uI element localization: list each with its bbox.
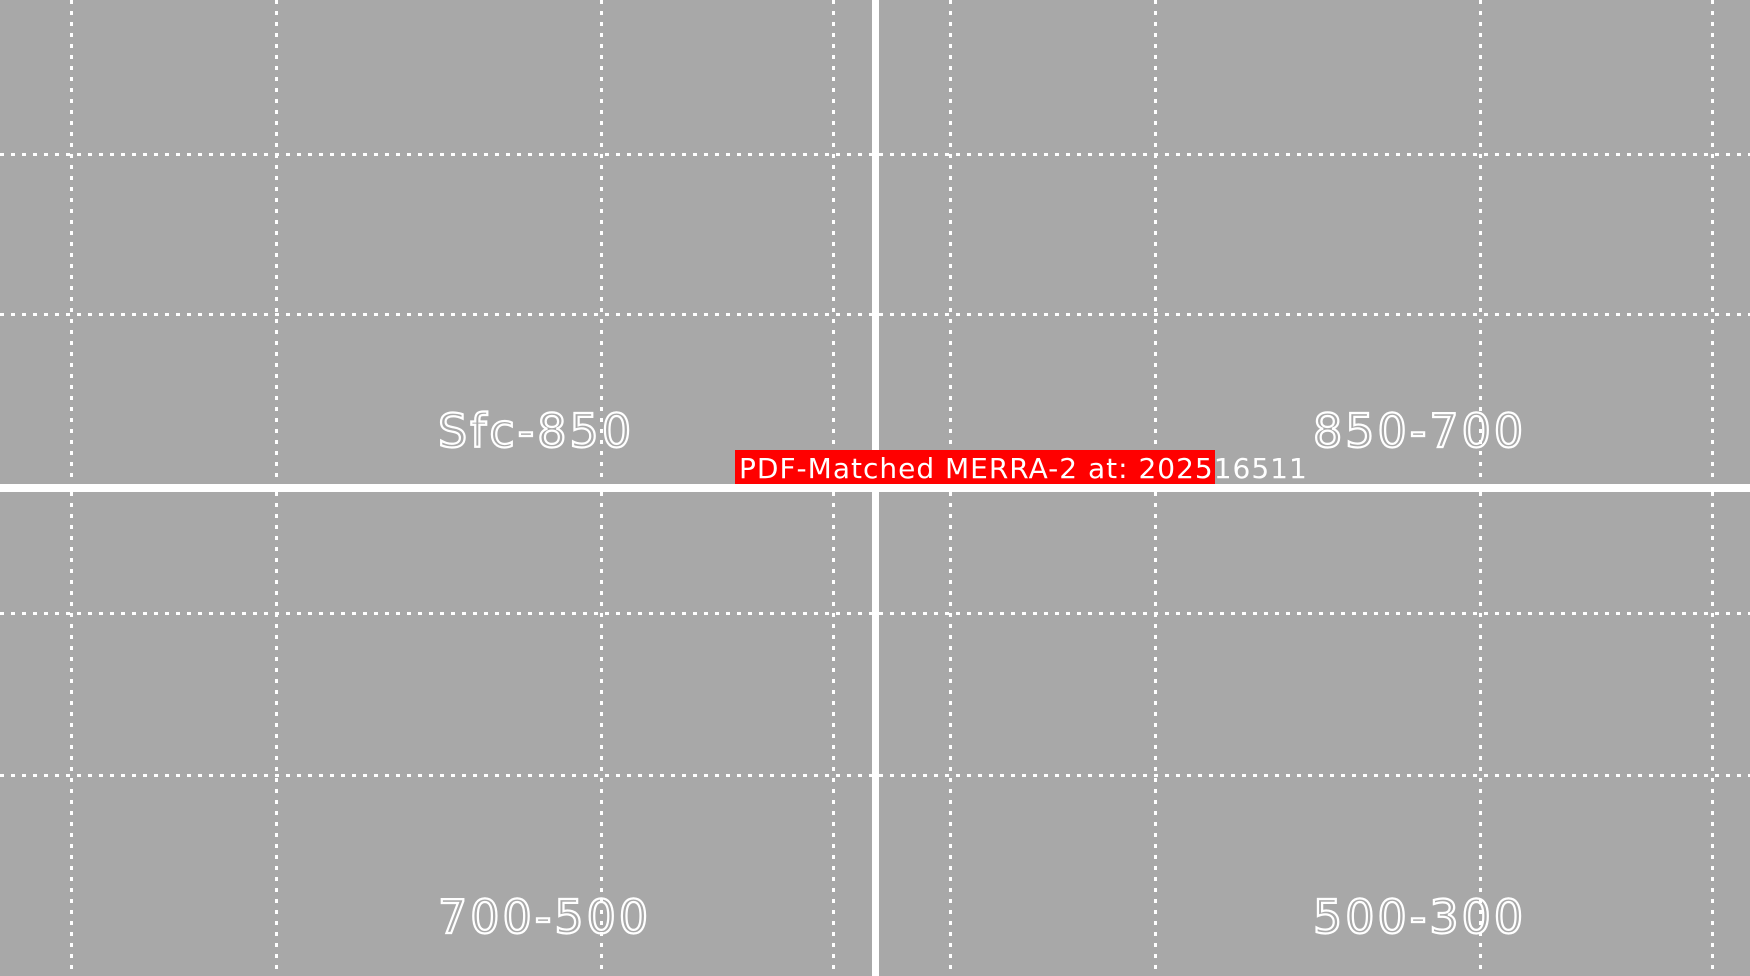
panel-divider-horizontal	[0, 484, 1750, 492]
title-banner	[735, 450, 1215, 484]
graticule-longitude	[1479, 0, 1482, 484]
graticule-longitude	[70, 492, 73, 976]
graticule-latitude	[879, 774, 1750, 777]
map-raster-sfc-850	[0, 0, 872, 484]
graticule-longitude	[832, 492, 835, 976]
graticule-longitude	[949, 0, 952, 484]
graticule-latitude	[879, 153, 1750, 156]
map-panel-sfc-850[interactable]	[0, 0, 872, 484]
graticule-longitude	[70, 0, 73, 484]
map-panel-500-300[interactable]	[879, 492, 1750, 976]
graticule-latitude	[0, 313, 872, 316]
graticule-longitude	[832, 0, 835, 484]
figure-title: PDF-Matched MERRA-2 at: 202516511	[739, 452, 1308, 485]
map-raster-500-300	[879, 492, 1750, 976]
graticule-latitude	[0, 612, 872, 615]
graticule-latitude	[0, 774, 872, 777]
graticule-longitude	[1711, 492, 1714, 976]
map-raster-850-700	[879, 0, 1750, 484]
graticule-latitude	[879, 612, 1750, 615]
graticule-longitude	[275, 492, 278, 976]
map-panel-850-700[interactable]	[879, 0, 1750, 484]
graticule-longitude	[1711, 0, 1714, 484]
graticule-longitude	[1154, 492, 1157, 976]
graticule-longitude	[1479, 492, 1482, 976]
graticule-longitude	[949, 492, 952, 976]
graticule-longitude	[600, 492, 603, 976]
map-raster-700-500	[0, 492, 872, 976]
graticule-longitude	[1154, 0, 1157, 484]
graticule-longitude	[275, 0, 278, 484]
map-panel-700-500[interactable]	[0, 492, 872, 976]
graticule-latitude	[0, 153, 872, 156]
graticule-longitude	[600, 0, 603, 484]
graticule-latitude	[879, 313, 1750, 316]
